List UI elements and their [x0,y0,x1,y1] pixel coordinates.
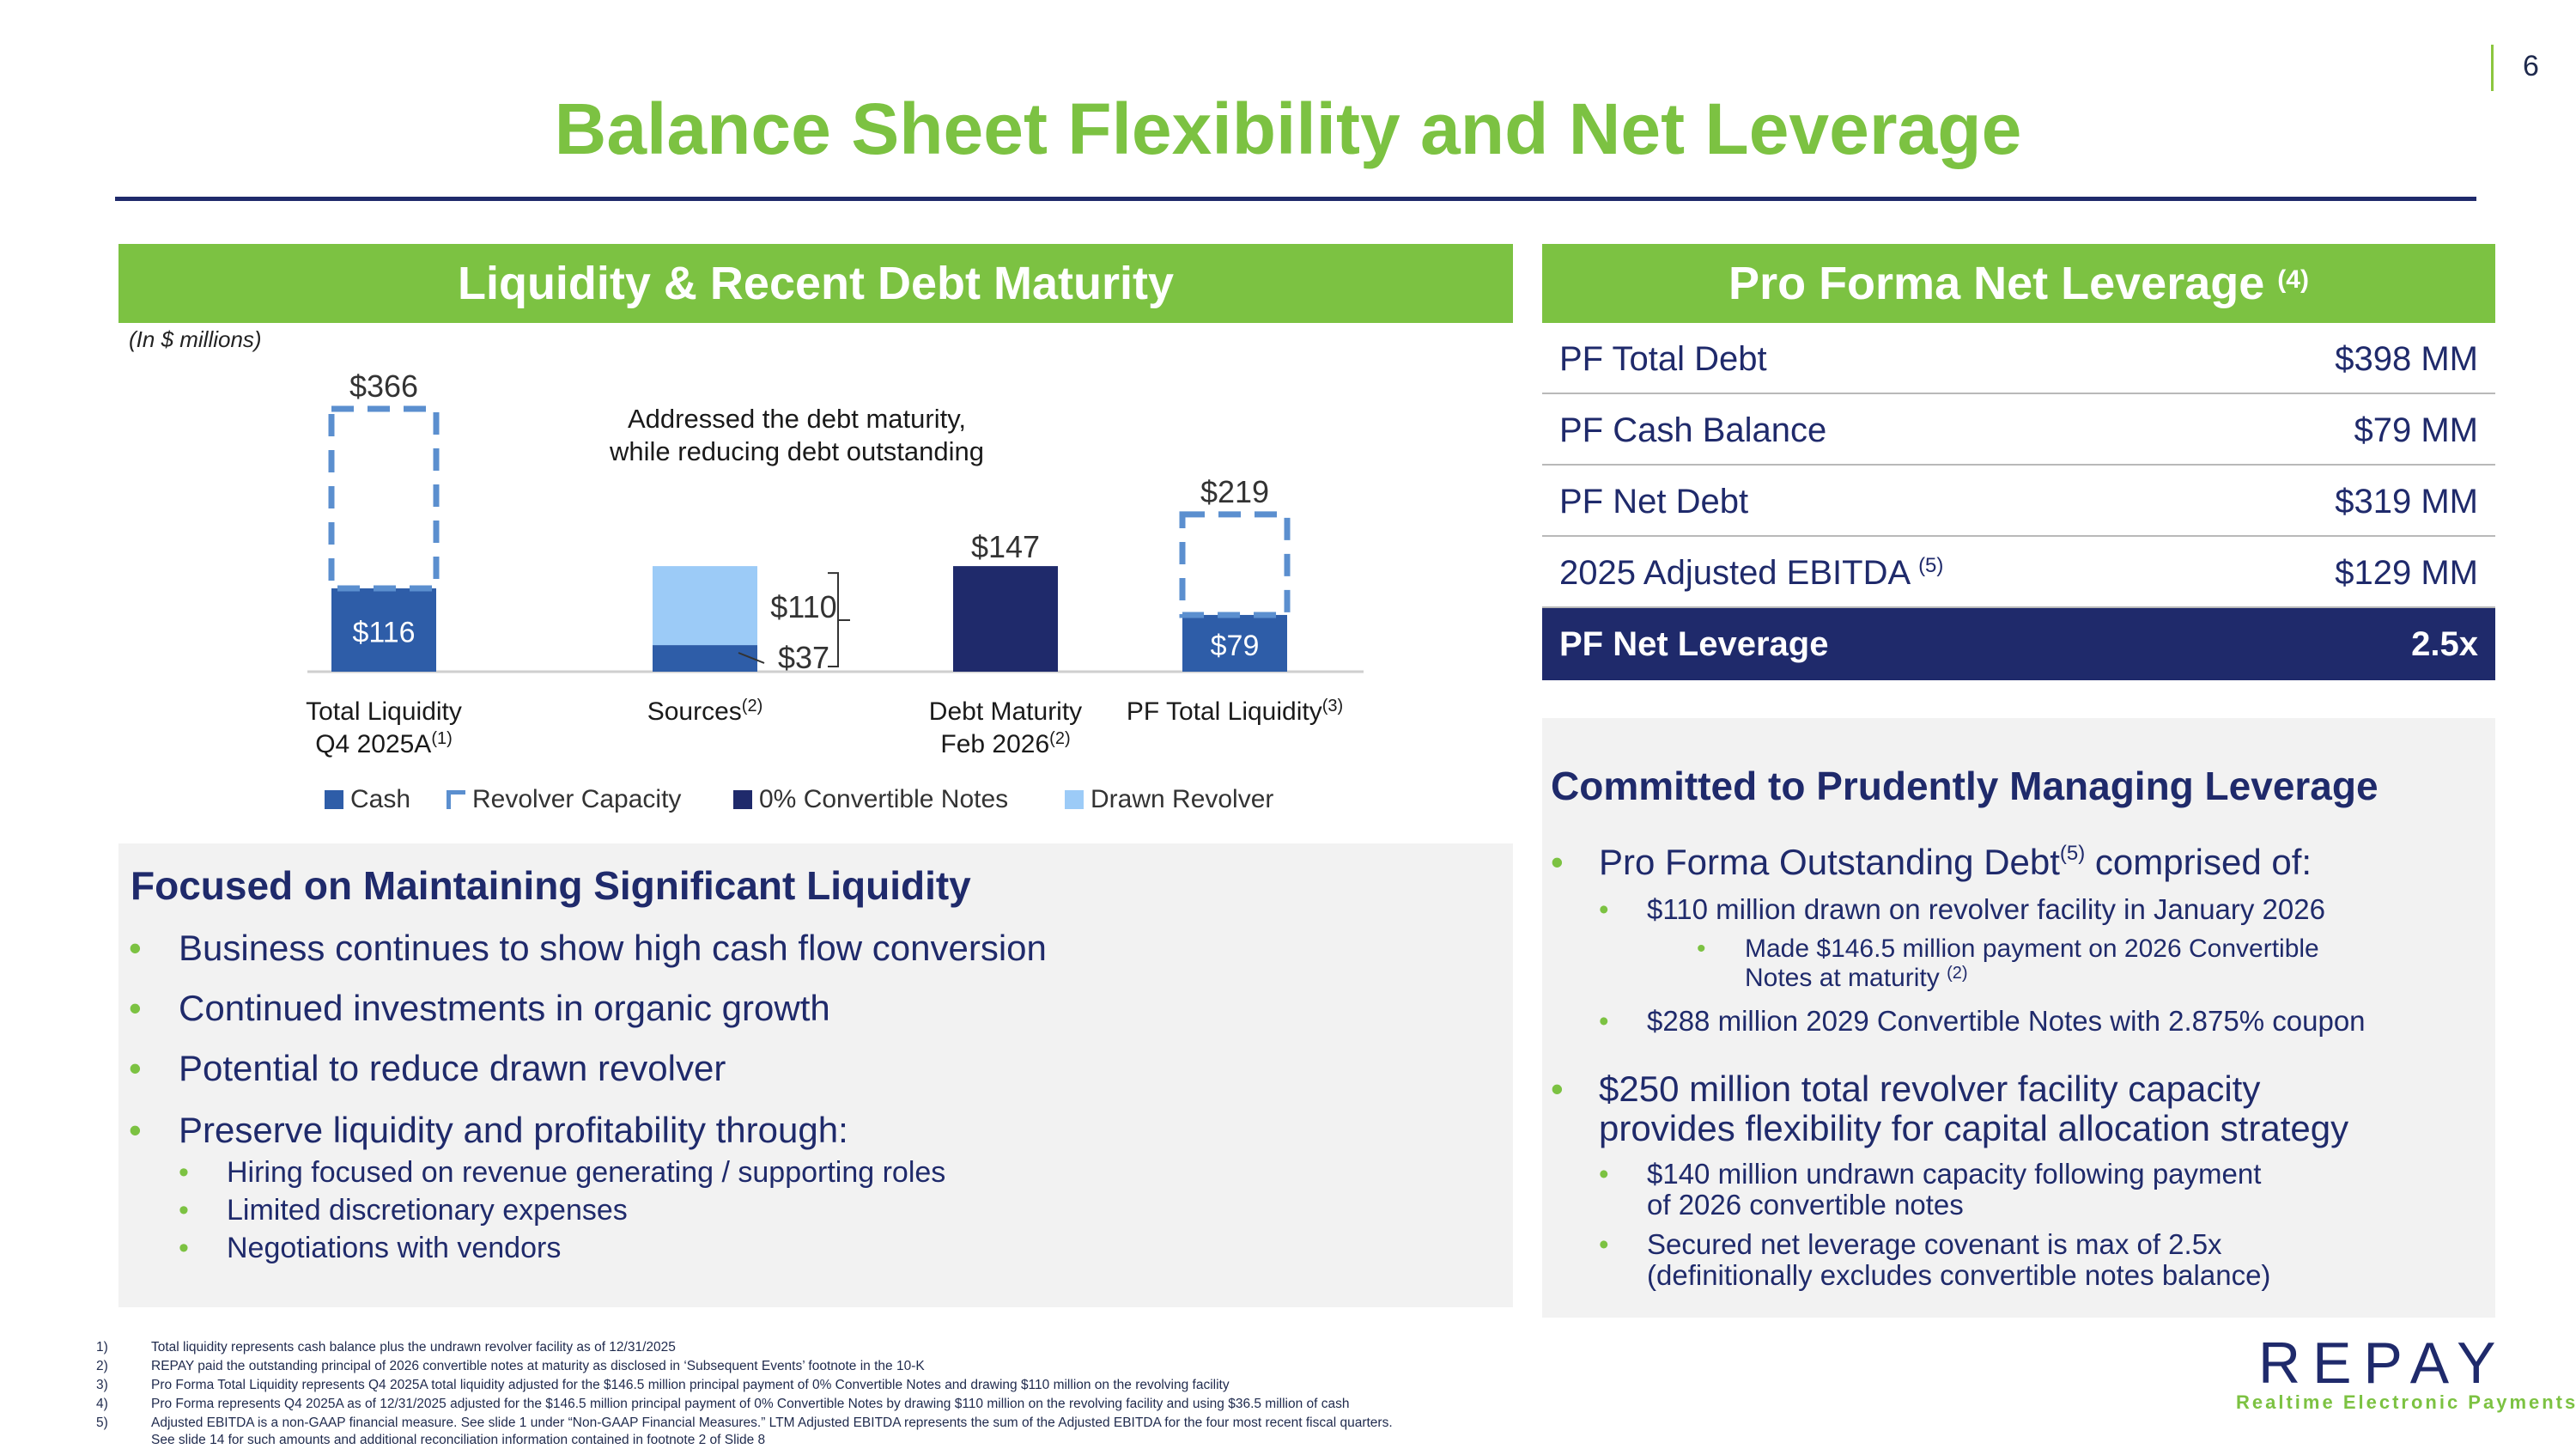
data-label-pf-total-liquidity: $219 [1200,474,1269,509]
bar-cash-total-liquidity [331,588,436,672]
legend-item-revolver-capacity: Revolver Capacity [447,785,681,814]
table-row-pf-cash-balance: PF Cash Balance $79 MM [1542,394,2495,466]
table-row-adjusted-ebitda: 2025 Adjusted EBITDA (5) $129 MM [1542,537,2495,608]
category-label-line2: Feb 2026(2) [940,729,1070,758]
legend-label-convertible-notes: 0% Convertible Notes [759,785,1009,813]
bar-revolver-capacity-total-liquidity [328,405,440,592]
data-label-total-liquidity-cash: $116 [352,617,415,649]
legend-label-revolver-capacity: Revolver Capacity [472,785,682,813]
data-label-sources-revolver: $110 [770,589,836,624]
data-label-pf-cash: $79 [1211,630,1260,662]
legend-item-convertible-notes: 0% Convertible Notes [733,785,1008,814]
liquidity-bar-chart: $366 $116 $110 $37 $147 $219 $79 Total Liquidit… [306,368,1364,758]
sources-cash-leader [738,652,765,664]
liquidity-panel-header: Liquidity & Recent Debt Maturity [118,244,1513,323]
bar-drawn-revolver-sources [653,566,757,646]
table-row-pf-net-debt: PF Net Debt $319 MM [1542,466,2495,537]
units-note: (In $ millions) [129,326,262,352]
bar-cash-pf-total-liquidity [1182,614,1287,672]
category-label: Debt Maturity [929,697,1082,726]
bar-revolver-capacity-pf-total-liquidity [1179,511,1291,618]
bar-convertible-notes-debt-maturity [953,566,1058,672]
data-label-debt-maturity: $147 [971,529,1040,564]
data-label-sources-cash: $37 [778,640,829,675]
legend-swatch-cash [325,790,343,809]
chart-annotation-line1: Addressed the debt maturity, [628,404,966,434]
chart-legend: Cash Revolver Capacity 0% Convertible No… [325,785,1441,819]
legend-item-drawn-revolver: Drawn Revolver [1065,785,1273,814]
category-label: Total Liquidity [306,697,462,726]
chart-annotation-line2: while reducing debt outstanding [609,436,984,466]
page-title: Balance Sheet Flexibility and Net Levera… [554,88,2022,169]
table-row-pf-net-leverage: PF Net Leverage 2.5x [1542,608,2495,680]
category-label: PF Total Liquidity(3) [1127,697,1343,726]
focus-box-title: Focused on Maintaining Significant Liqui… [131,863,971,908]
legend-swatch-revolver-capacity [447,790,465,809]
category-label: Sources(2) [647,697,763,726]
legend-swatch-drawn-revolver [1065,790,1084,809]
commitment-box-title: Committed to Prudently Managing Leverage [1551,764,2379,808]
logo-tagline: Realtime Electronic Payments [2236,1391,2576,1413]
commitment-bullet-cont: provides flexibility for capital allocat… [1599,1108,2349,1148]
data-label-total-liquidity: $366 [349,368,418,404]
net-leverage-panel-header: Pro Forma Net Leverage (4) [1542,244,2495,323]
repay-logo: REPAY [2258,1330,2507,1396]
commitment-sub-bullet-cont: of 2026 convertible notes [1647,1189,1964,1221]
logo-wordmark: REPAY [2258,1330,2507,1396]
legend-label-cash: Cash [350,785,411,813]
title-rule [115,197,2476,201]
legend-item-cash: Cash [325,785,410,814]
commitment-sub-sub-bullet-cont: Notes at maturity (2) [1745,964,1968,992]
category-label-line2: Q4 2025A(1) [315,729,453,758]
page-number-divider [2491,45,2494,91]
bar-cash-sources [653,645,757,672]
table-row-pf-total-debt: PF Total Debt $398 MM [1542,323,2495,394]
legend-label-drawn-revolver: Drawn Revolver [1091,785,1274,813]
leverage-commitment-box [1542,718,2495,1318]
legend-swatch-convertible-notes [733,790,752,809]
commitment-sub-bullet-cont: (definitionally excludes convertible not… [1647,1259,2271,1291]
liquidity-focus-box [118,843,1513,1307]
page-number: 6 [2523,50,2539,82]
